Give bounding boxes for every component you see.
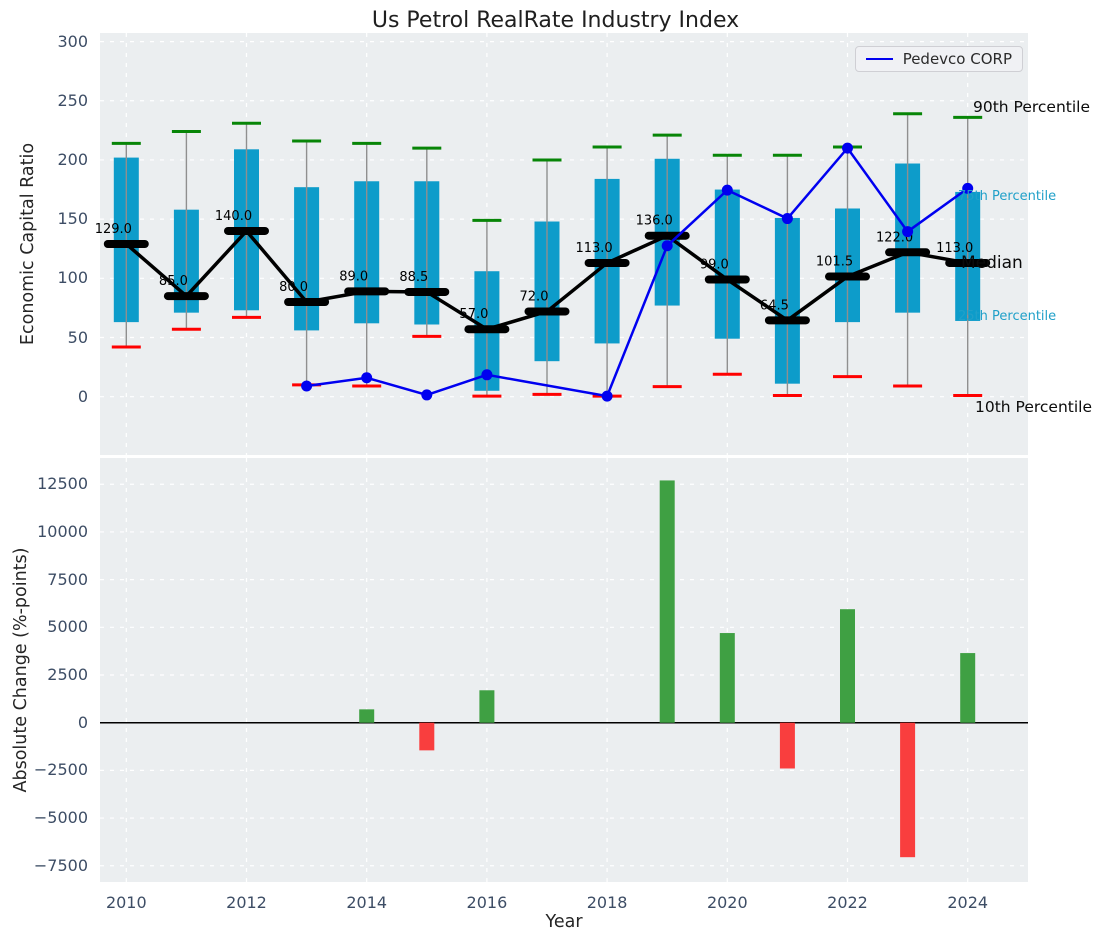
pedevco-point-2023 <box>902 226 914 238</box>
median-label-2017: 72.0 <box>520 289 549 304</box>
top-y-tick-300: 300 <box>57 31 88 51</box>
bottom-y-tick-0: 0 <box>77 712 88 732</box>
median-label-2012: 140.0 <box>215 209 252 224</box>
pedevco-point-2019 <box>661 240 673 252</box>
chart-title: Us Petrol RealRate Industry Index <box>371 8 740 33</box>
pedevco-point-2016 <box>481 369 493 381</box>
pedevco-point-2024 <box>962 182 974 194</box>
median-label-2013: 80.0 <box>279 280 308 295</box>
pedevco-point-2021 <box>781 213 793 225</box>
median-label-2019: 136.0 <box>636 214 673 229</box>
median-label-2024: 113.0 <box>936 241 973 256</box>
top-y-axis-label: Economic Capital Ratio <box>18 142 38 346</box>
top-y-tick-50: 50 <box>67 327 88 347</box>
bottom-y-tick--5000: −5000 <box>33 808 88 828</box>
top-y-tick-200: 200 <box>57 149 88 169</box>
top-y-tick-100: 100 <box>57 268 88 288</box>
median-label-2014: 89.0 <box>339 269 368 284</box>
median-label-2015: 88.5 <box>399 270 428 285</box>
legend: Pedevco CORP <box>855 46 1023 72</box>
legend-line-swatch <box>866 58 893 60</box>
bottom-y-tick-7500: 7500 <box>47 569 88 589</box>
bottom-plot-background <box>100 458 1028 882</box>
annotation-10th-percentile: 10th Percentile <box>975 398 1093 416</box>
top-y-tick-250: 250 <box>57 90 88 110</box>
median-label-2018: 113.0 <box>575 241 612 256</box>
annotation-25th-percentile: 25th Percentile <box>958 309 1057 324</box>
x-tick-2010: 2010 <box>105 893 147 912</box>
bar-2022 <box>840 609 855 723</box>
annotation-90th-percentile: 90th Percentile <box>973 98 1091 116</box>
legend-label: Pedevco CORP <box>902 50 1012 68</box>
bar-2021 <box>779 722 795 769</box>
bottom-y-tick-12500: 12500 <box>37 474 88 494</box>
bottom-y-tick-5000: 5000 <box>47 617 88 637</box>
bottom-y-tick-10000: 10000 <box>37 521 88 541</box>
bar-2015 <box>419 722 435 751</box>
pedevco-point-2013 <box>301 380 313 392</box>
median-label-2016: 57.0 <box>459 307 488 322</box>
bar-2019 <box>659 480 675 723</box>
x-axis-label: Year <box>545 912 583 932</box>
median-label-2022: 101.5 <box>816 255 853 270</box>
bottom-y-tick--7500: −7500 <box>33 855 88 875</box>
bar-2023 <box>900 722 916 858</box>
top-y-tick-0: 0 <box>77 386 88 406</box>
bar-2014 <box>359 709 375 723</box>
x-tick-2018: 2018 <box>586 893 628 912</box>
x-tick-2012: 2012 <box>226 893 267 912</box>
bar-2024 <box>960 653 976 723</box>
median-label-2020: 99.0 <box>700 258 729 273</box>
x-tick-2016: 2016 <box>466 893 508 912</box>
top-y-tick-150: 150 <box>57 209 88 229</box>
pedevco-point-2018 <box>601 390 613 402</box>
median-label-2010: 129.0 <box>95 222 132 237</box>
pedevco-point-2014 <box>361 372 373 384</box>
median-label-2011: 85.0 <box>159 274 188 289</box>
x-tick-2022: 2022 <box>827 893 868 912</box>
annotation-75th-percentile: 75th Percentile <box>958 189 1057 204</box>
x-tick-2024: 2024 <box>947 893 989 912</box>
median-label-2021: 64.5 <box>760 298 789 313</box>
bottom-y-tick-2500: 2500 <box>47 665 88 684</box>
pedevco-point-2015 <box>421 389 433 401</box>
bar-2020 <box>719 633 735 723</box>
x-tick-2014: 2014 <box>346 893 388 912</box>
pedevco-point-2022 <box>842 142 853 154</box>
annotation-median: Median <box>961 253 1023 273</box>
bottom-y-tick--2500: −2500 <box>33 760 88 780</box>
bar-2016 <box>479 690 495 723</box>
x-tick-2020: 2020 <box>706 893 748 912</box>
pedevco-point-2020 <box>721 184 733 196</box>
